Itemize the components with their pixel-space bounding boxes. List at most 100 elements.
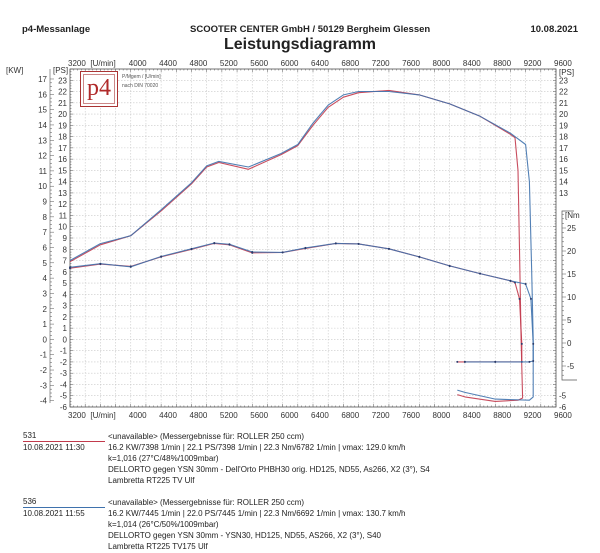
torque-marker (509, 279, 512, 282)
x-tick-label: 6400 (311, 59, 329, 68)
ps-right-tick-label: 22 (559, 88, 568, 97)
ps-tick-label: 0 (63, 335, 68, 344)
ps-tick-label: -2 (60, 358, 68, 367)
run-line: DELLORTO gegen YSN 30mm - Dell'Orto PHBH… (108, 465, 430, 474)
torque-marker (532, 342, 535, 345)
kw-tick-label: 16 (38, 90, 47, 99)
ps-right-tick-label: 23 (559, 76, 568, 85)
kw-tick-label: 8 (43, 213, 48, 222)
ps-tick-label: 21 (58, 99, 67, 108)
kw-tick-label: -4 (40, 397, 48, 406)
torque-marker (532, 360, 535, 363)
kw-tick-label: 3 (43, 289, 48, 298)
x-tick-label: 8400 (463, 411, 481, 420)
ps-tick-label: -1 (60, 347, 68, 356)
x-tick-label: 5600 (250, 411, 268, 420)
ps-tick-label: 16 (58, 155, 67, 164)
ps-tick-label: 18 (58, 133, 67, 142)
kw-tick-label: 12 (38, 152, 47, 161)
kw-tick-label: 13 (38, 136, 47, 145)
ps-tick-label: 8 (63, 245, 68, 254)
kw-tick-label: -3 (40, 381, 48, 390)
run-datetime: 10.08.2021 11:30 (23, 443, 85, 452)
x-tick-label: 4800 (190, 411, 208, 420)
p4-logo: p4 (80, 71, 118, 107)
legend-line2: nach DIN 70020 (122, 83, 159, 89)
torque-marker (518, 297, 521, 300)
x-tick-label: 3200 (68, 411, 86, 420)
kw-unit-label: [KW] (6, 66, 23, 75)
kw-tick-label: 0 (43, 335, 48, 344)
x-tick-label: 5600 (250, 59, 268, 68)
run-datetime: 10.08.2021 11:55 (23, 509, 85, 518)
kw-tick-label: 10 (38, 182, 47, 191)
ps-right-tick-label: 13 (559, 189, 568, 198)
ps-tick-label: 22 (58, 88, 67, 97)
kw-tick-label: -1 (40, 351, 48, 360)
run-531-details: <unavailable> (Messergebnisse für: ROLLE… (108, 431, 430, 486)
run-line: Lambretta RT225 TV Ulf (108, 476, 195, 485)
ps-right-tick-label: 19 (559, 121, 568, 130)
torque-marker (281, 251, 284, 254)
torque-marker (357, 242, 360, 245)
torque-marker (129, 265, 132, 268)
ps-tick-label: 23 (58, 76, 67, 85)
torque-marker (99, 262, 102, 265)
run-line: DELLORTO gegen YSN 30mm - YSN30, HD125, … (108, 531, 381, 540)
x-tick-label: 6800 (341, 411, 359, 420)
header-date: 10.08.2021 (530, 24, 578, 35)
x-tick-label: 8000 (433, 59, 451, 68)
x-tick-label: 8800 (493, 411, 511, 420)
torque-marker (528, 360, 531, 363)
nm-tick-label: 15 (567, 270, 576, 279)
series-536-power-line (69, 90, 534, 401)
x-tick-label: 8800 (493, 59, 511, 68)
x-tick-label: 9200 (524, 411, 542, 420)
kw-tick-label: 14 (38, 121, 47, 130)
nm-tick-label: 0 (567, 339, 572, 348)
header-center: SCOOTER CENTER GmbH / 50129 Bergheim Gle… (190, 24, 431, 35)
kw-tick-label: 2 (43, 305, 48, 314)
torque-marker (190, 247, 193, 250)
ps-right-tick-label: -5 (559, 392, 567, 401)
ps-right-tick-label: 21 (559, 99, 568, 108)
series-531-torque-line (69, 242, 523, 363)
nm-tick-label: 20 (567, 247, 576, 256)
nm-tick-label: 25 (567, 224, 576, 233)
x-tick-label: 4000 (129, 411, 147, 420)
x-tick-label: 8400 (463, 59, 481, 68)
nm-tick-label: 5 (567, 316, 572, 325)
run-number: 531 (23, 430, 105, 442)
x-tick-label: 6000 (281, 411, 299, 420)
ps-tick-label: 19 (58, 121, 67, 130)
kw-tick-label: 4 (43, 274, 48, 283)
run-line: <unavailable> (Messergebnisse für: ROLLE… (108, 432, 305, 441)
x-tick-label: 6400 (311, 411, 329, 420)
ps-right-tick-label: 16 (559, 155, 568, 164)
x-tick-label: 7200 (372, 59, 390, 68)
x-tick-label: 9600 (554, 59, 572, 68)
torque-marker (479, 272, 482, 275)
ps-tick-label: 2 (63, 313, 68, 322)
torque-marker (304, 246, 307, 249)
nm-tick-label: 10 (567, 293, 576, 302)
x-tick-label: 3200 (68, 59, 86, 68)
ps-right-tick-label: 17 (559, 144, 568, 153)
torque-marker (463, 360, 466, 363)
x-tick-label: 4400 (159, 59, 177, 68)
torque-marker (418, 255, 421, 258)
ps-tick-label: -5 (60, 392, 68, 401)
nm-axis-line (561, 210, 577, 381)
ps-right-tick-label: 20 (559, 110, 568, 119)
x-tick-label: 6800 (341, 59, 359, 68)
ps-tick-label: 17 (58, 144, 67, 153)
x-tick-label: 7600 (402, 411, 420, 420)
torque-marker (520, 342, 523, 345)
ps-tick-label: 3 (63, 302, 68, 311)
torque-marker (387, 247, 390, 250)
kw-tick-label: 6 (43, 243, 48, 252)
kw-tick-label: 9 (43, 198, 48, 207)
ps-tick-label: 1 (63, 324, 68, 333)
run-number: 536 (23, 496, 105, 508)
